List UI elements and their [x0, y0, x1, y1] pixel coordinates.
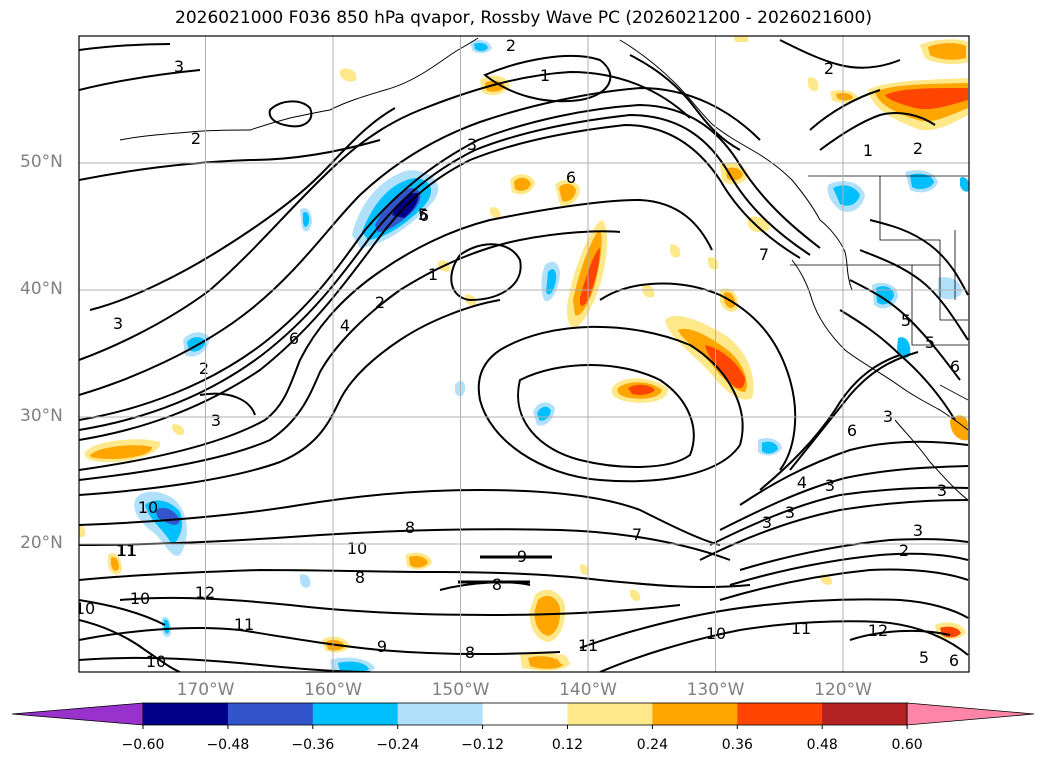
colorbar-cell — [737, 703, 823, 725]
contour-label: 1 — [863, 141, 873, 160]
longitude-label: 150°W — [431, 680, 490, 700]
contour-label: 6 — [289, 329, 299, 348]
colorbar-cell — [397, 703, 484, 725]
contour-label: 10 — [130, 589, 150, 608]
longitude-label: 130°W — [686, 680, 745, 700]
contour-dashes — [458, 555, 552, 584]
contour-label: 4 — [340, 316, 350, 335]
contour-label: 3 — [937, 481, 947, 500]
contour-label: 3 — [785, 503, 795, 522]
colorbar-cell — [143, 703, 229, 725]
contour-lines — [79, 39, 969, 672]
contour-label: 4 — [797, 473, 807, 492]
latitude-label: 20°N — [20, 533, 63, 553]
contour-label: 11 — [791, 619, 811, 638]
contour-label: 7 — [759, 245, 769, 264]
contour-label: 5 — [919, 648, 929, 667]
colorbar-cell — [567, 703, 653, 725]
contour-label: 2 — [199, 359, 209, 378]
contour-label: 3 — [174, 57, 184, 76]
contour-label: 6 — [566, 168, 576, 187]
contour-label: 8 — [405, 518, 415, 537]
contour-label: 11 — [116, 541, 136, 560]
longitude-label: 160°W — [304, 680, 362, 700]
contour-label: 2 — [899, 541, 909, 560]
plot-frame — [78, 35, 970, 673]
contour-label: 7 — [632, 525, 642, 544]
colorbar-tick-label: 0.48 — [806, 737, 838, 753]
coastlines — [119, 37, 969, 501]
latitude-label: 50°N — [20, 152, 63, 172]
contour-label: 5 — [925, 333, 935, 352]
contour-label: 2 — [375, 293, 385, 312]
colorbar-tick-label: −0.60 — [121, 737, 165, 753]
colorbar-tick-label: 0.60 — [891, 737, 923, 753]
colorbar-tick-label: −0.12 — [461, 737, 505, 753]
colorbar-tick-label: 0.36 — [721, 737, 753, 753]
contour-label: 9 — [517, 547, 527, 566]
colorbar-extend-high — [906, 702, 1035, 726]
contour-label: 6 — [949, 651, 959, 670]
contour-label: 10 — [75, 599, 95, 618]
contour-label: 3 — [467, 135, 477, 154]
colorbar-extend-low — [11, 702, 144, 726]
contour-label: 1 — [540, 66, 550, 85]
colorbar-tick-label: 0.12 — [551, 737, 584, 753]
contour-label: 2 — [506, 36, 516, 55]
contour-label: 2 — [191, 129, 201, 148]
contour-label: 6 — [847, 421, 857, 440]
contour-label: 5 — [418, 205, 428, 224]
longitude-label: 120°W — [814, 680, 872, 700]
contour-label: 5 — [901, 311, 911, 330]
contour-label: 9 — [377, 637, 387, 656]
contour-label: 3 — [913, 521, 923, 540]
longitude-label: 140°W — [559, 680, 617, 700]
contour-label: 11 — [234, 615, 254, 634]
latitude-label: 40°N — [20, 279, 63, 299]
contour-label: 6 — [419, 206, 429, 225]
map-title: 2026021000 F036 850 hPa qvapor, Rossby W… — [175, 8, 872, 28]
gridlines — [79, 36, 969, 672]
state-borders — [790, 175, 969, 401]
colorbar-tick-label: −0.24 — [376, 737, 420, 753]
colorbar-tick-label: −0.48 — [206, 737, 250, 753]
contour-label: 3 — [211, 411, 221, 430]
contour-label: 8 — [492, 575, 502, 594]
contour-label: 3 — [113, 314, 123, 333]
contour-label: 2 — [824, 59, 834, 78]
contour-label: 8 — [355, 568, 365, 587]
latitude-label: 30°N — [20, 406, 63, 426]
colorbar-cell — [652, 703, 738, 725]
contour-label: 6 — [950, 357, 960, 376]
contour-label: 10 — [146, 652, 166, 671]
contour-label: 3 — [825, 476, 835, 495]
colorbar-tick-label: −0.36 — [291, 737, 335, 753]
contour-label: 11 — [117, 541, 137, 560]
contour-label: 2 — [913, 139, 923, 158]
contour-label: 8 — [465, 643, 475, 662]
colorbar-cell — [482, 703, 568, 725]
colorbar-cell — [822, 703, 908, 725]
contour-label: 10 — [138, 498, 158, 517]
colorbar-tick-label: 0.24 — [636, 737, 668, 753]
contour-label: 1 — [428, 265, 438, 284]
longitude-label: 170°W — [176, 680, 235, 700]
contour-label: 12 — [868, 621, 888, 640]
colorbar-cell — [227, 703, 314, 725]
colorbar-cell — [312, 703, 399, 725]
contour-label: 3 — [762, 513, 772, 532]
